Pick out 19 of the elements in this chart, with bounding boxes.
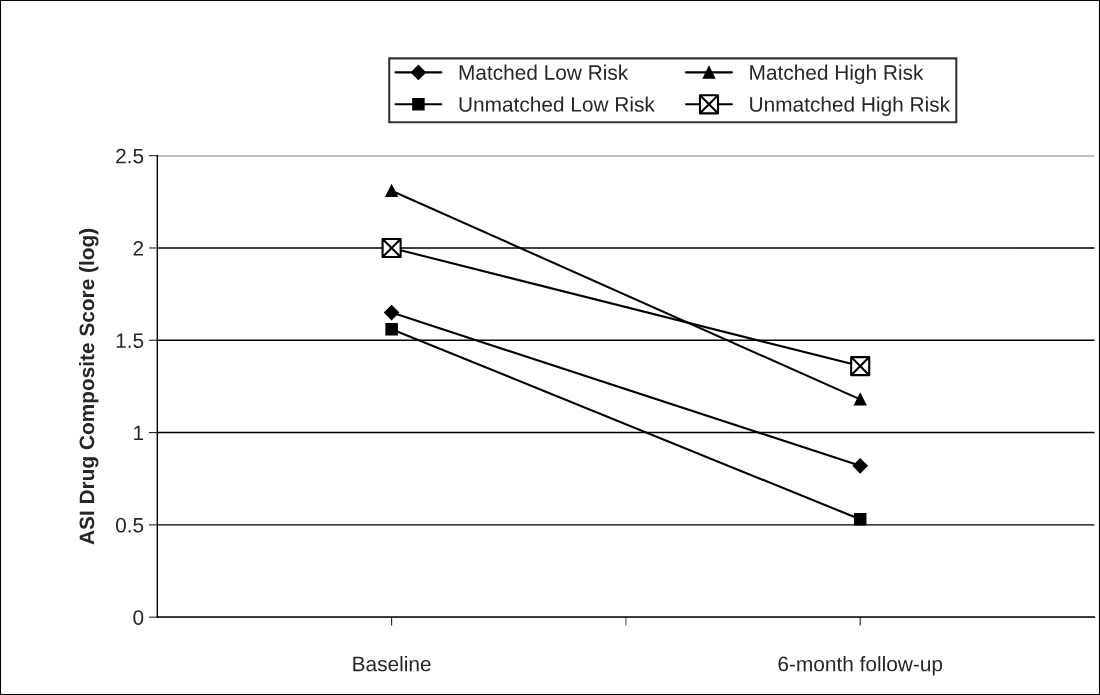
y-tick-label: 2: [133, 240, 144, 256]
y-tick-label: 1: [134, 425, 144, 441]
legend-label: Unmatched High Risk: [750, 96, 951, 116]
legend-label: Matched Low Risk: [459, 64, 629, 80]
point: [853, 513, 867, 526]
x-tick-label: Baseline: [353, 656, 431, 672]
point: [385, 184, 398, 198]
point: [385, 322, 398, 336]
y-axis-title: ASI Drug Composite Score (log): [78, 228, 99, 545]
y-tick-label: 1.5: [116, 333, 144, 349]
y-tick-label: 0: [133, 610, 144, 625]
point: [853, 393, 867, 406]
point: [852, 458, 868, 474]
y-tick-label: 0.5: [115, 517, 144, 533]
y-tick-label: 2.5: [116, 148, 144, 164]
legend-label: Matched High Risk: [750, 64, 924, 85]
x-tick-label: 6-month follow-up: [778, 656, 943, 676]
legend-label: Unmatched Low Risk: [459, 96, 655, 112]
point: [384, 305, 400, 321]
